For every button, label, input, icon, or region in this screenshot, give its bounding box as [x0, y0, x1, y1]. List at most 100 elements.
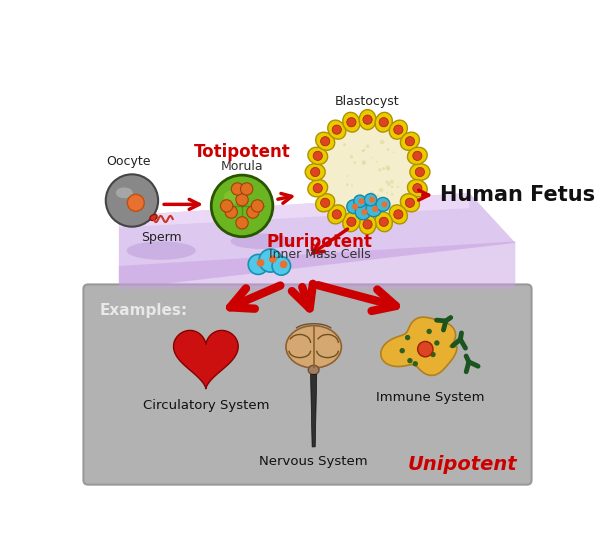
Circle shape — [382, 201, 388, 208]
Circle shape — [427, 329, 432, 334]
Circle shape — [393, 151, 395, 153]
Circle shape — [383, 168, 385, 170]
Circle shape — [370, 191, 374, 195]
Circle shape — [406, 198, 415, 207]
Polygon shape — [311, 374, 317, 447]
Ellipse shape — [343, 212, 360, 232]
Circle shape — [354, 195, 366, 208]
Circle shape — [376, 197, 390, 212]
Text: Sperm: Sperm — [141, 231, 182, 244]
Circle shape — [362, 160, 366, 164]
Circle shape — [364, 193, 377, 206]
Circle shape — [272, 256, 290, 275]
Circle shape — [369, 197, 375, 203]
Circle shape — [377, 195, 380, 197]
Circle shape — [361, 150, 364, 152]
Polygon shape — [173, 330, 238, 389]
Circle shape — [332, 210, 341, 219]
Circle shape — [379, 217, 388, 226]
Text: Human Fetus: Human Fetus — [440, 185, 595, 205]
Ellipse shape — [359, 214, 376, 235]
Circle shape — [269, 255, 277, 263]
Circle shape — [394, 125, 403, 134]
Circle shape — [259, 249, 282, 272]
Ellipse shape — [400, 132, 419, 150]
Ellipse shape — [375, 212, 392, 232]
Text: Pluripotent: Pluripotent — [267, 232, 373, 250]
Ellipse shape — [308, 147, 328, 164]
Circle shape — [359, 194, 362, 196]
Circle shape — [387, 182, 391, 186]
Circle shape — [320, 198, 330, 207]
Circle shape — [434, 340, 440, 346]
Circle shape — [413, 151, 422, 161]
Ellipse shape — [389, 120, 407, 139]
Ellipse shape — [116, 187, 133, 198]
Polygon shape — [119, 193, 469, 227]
Text: Oocyte: Oocyte — [106, 155, 151, 168]
Circle shape — [280, 260, 287, 269]
Circle shape — [390, 180, 394, 184]
Circle shape — [211, 175, 273, 237]
Ellipse shape — [328, 120, 346, 139]
Circle shape — [363, 149, 365, 151]
Circle shape — [247, 206, 259, 218]
Circle shape — [350, 155, 353, 158]
Ellipse shape — [400, 194, 419, 212]
Circle shape — [391, 186, 394, 188]
Text: Nervous System: Nervous System — [259, 455, 368, 467]
Circle shape — [363, 115, 372, 124]
Circle shape — [347, 217, 356, 226]
Circle shape — [251, 199, 263, 212]
Circle shape — [361, 209, 368, 215]
Circle shape — [236, 216, 248, 229]
Ellipse shape — [410, 163, 430, 180]
Circle shape — [386, 192, 388, 194]
Ellipse shape — [308, 366, 319, 374]
Circle shape — [362, 162, 365, 164]
Circle shape — [311, 167, 320, 176]
Circle shape — [386, 180, 389, 184]
Circle shape — [355, 204, 371, 220]
Circle shape — [347, 199, 361, 214]
Ellipse shape — [407, 147, 427, 164]
Ellipse shape — [316, 132, 335, 150]
Circle shape — [405, 335, 410, 340]
Ellipse shape — [343, 112, 360, 132]
Circle shape — [322, 126, 414, 218]
Circle shape — [257, 259, 265, 267]
Circle shape — [352, 204, 358, 210]
FancyBboxPatch shape — [83, 284, 532, 484]
Circle shape — [343, 143, 346, 146]
Ellipse shape — [286, 326, 341, 368]
Text: Examples:: Examples: — [100, 303, 188, 318]
Text: Circulatory System: Circulatory System — [143, 399, 269, 412]
Circle shape — [363, 220, 372, 229]
Ellipse shape — [127, 241, 196, 260]
Circle shape — [386, 148, 389, 151]
Text: Totipotent: Totipotent — [194, 143, 290, 161]
Circle shape — [418, 341, 433, 357]
Ellipse shape — [407, 180, 427, 197]
Circle shape — [391, 193, 394, 196]
Ellipse shape — [316, 194, 335, 212]
Circle shape — [400, 348, 405, 353]
Text: Blastocyst: Blastocyst — [335, 95, 400, 108]
Polygon shape — [119, 193, 515, 289]
Circle shape — [380, 140, 385, 144]
Ellipse shape — [150, 214, 157, 220]
Circle shape — [225, 206, 238, 218]
Text: Inner Mass Cells: Inner Mass Cells — [269, 248, 371, 261]
Circle shape — [406, 136, 415, 146]
Circle shape — [430, 352, 436, 357]
Ellipse shape — [375, 112, 392, 132]
Circle shape — [313, 184, 322, 193]
Circle shape — [106, 174, 158, 227]
Ellipse shape — [389, 205, 407, 224]
Ellipse shape — [359, 110, 376, 130]
Ellipse shape — [230, 233, 292, 249]
Polygon shape — [119, 241, 515, 289]
Circle shape — [386, 167, 390, 170]
Circle shape — [382, 167, 385, 169]
Circle shape — [127, 195, 144, 212]
